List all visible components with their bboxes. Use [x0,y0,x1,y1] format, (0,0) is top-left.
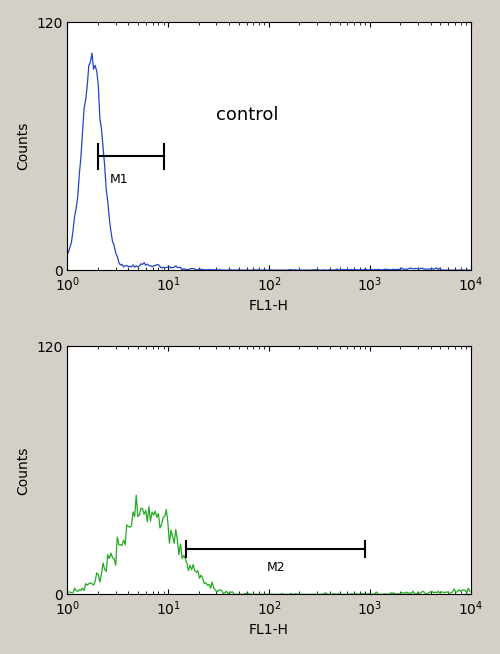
Y-axis label: Counts: Counts [16,122,30,170]
X-axis label: FL1-H: FL1-H [249,623,289,638]
Text: M2: M2 [266,561,285,574]
Y-axis label: Counts: Counts [16,446,30,494]
Text: M1: M1 [110,173,128,186]
X-axis label: FL1-H: FL1-H [249,299,289,313]
Text: control: control [216,106,279,124]
